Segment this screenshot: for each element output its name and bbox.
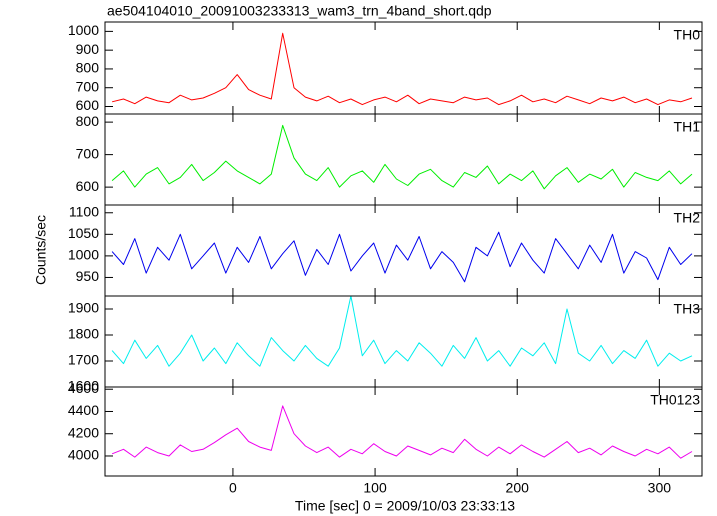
data-line — [111, 295, 693, 367]
panel-label: TH2 — [674, 210, 701, 226]
panel-frame — [104, 21, 703, 115]
y-tick-label: 1100 — [69, 203, 99, 219]
panel-frame — [104, 113, 703, 206]
panel-label: TH0 — [674, 27, 701, 43]
chart-title: ae504104010_20091003233313_wam3_trn_4ban… — [107, 3, 492, 19]
panel-label: TH3 — [674, 301, 701, 317]
y-tick-label: 950 — [76, 268, 100, 284]
y-tick-label: 700 — [76, 78, 100, 94]
y-tick-label: 1600 — [68, 378, 99, 394]
y-tick-label: 800 — [76, 113, 100, 129]
panel-frame — [104, 386, 703, 477]
x-tick-label: 0 — [229, 480, 237, 496]
y-tick-label: 900 — [76, 41, 100, 57]
y-tick-label: 600 — [76, 97, 100, 113]
y-tick-label: 1000 — [68, 22, 99, 38]
x-tick-label: 300 — [648, 480, 672, 496]
x-tick-label: 100 — [363, 480, 387, 496]
y-tick-label: 4400 — [68, 402, 99, 418]
panel-label: TH1 — [674, 119, 701, 135]
data-line — [111, 124, 693, 190]
panel-frame — [104, 204, 703, 297]
data-line — [111, 405, 693, 459]
y-tick-label: 800 — [76, 60, 100, 76]
y-tick-label: 600 — [76, 178, 100, 194]
x-tick-label: 200 — [506, 480, 530, 496]
y-tick-label: 1800 — [68, 326, 99, 342]
y-tick-label: 4200 — [68, 424, 99, 440]
data-line — [111, 231, 693, 283]
y-tick-label: 1900 — [68, 300, 99, 316]
y-tick-label: 1000 — [68, 247, 99, 263]
data-line — [111, 32, 693, 106]
y-tick-label: 4000 — [68, 447, 99, 463]
y-tick-label: 1050 — [68, 225, 99, 241]
y-axis-label: Counts/sec — [33, 215, 49, 285]
y-tick-label: 4600 — [68, 380, 99, 396]
panel-label: TH0123 — [650, 392, 700, 408]
y-tick-label: 700 — [76, 145, 100, 161]
x-axis-label: Time [sec] 0 = 2009/10/03 23:33:13 — [295, 498, 515, 514]
y-tick-label: 1700 — [68, 352, 99, 368]
